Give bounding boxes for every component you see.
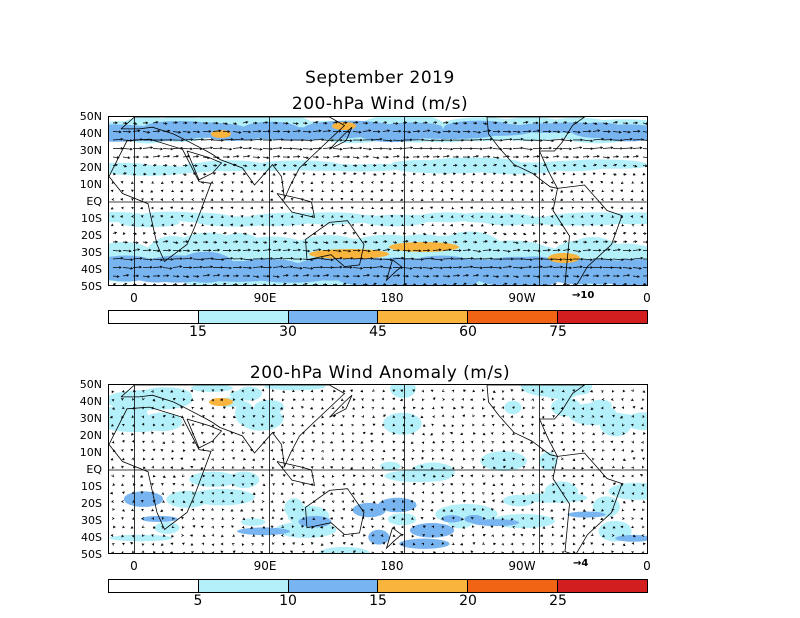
colorbar-swatch bbox=[109, 580, 199, 592]
lat-label: 10N bbox=[79, 178, 102, 191]
lat-label: 10N bbox=[79, 446, 102, 459]
top-ref-value: 10 bbox=[580, 290, 595, 301]
page-title: September 2019 bbox=[305, 68, 455, 88]
lon-label: 0 bbox=[130, 291, 138, 305]
colorbar-label: 15 bbox=[189, 324, 207, 340]
lat-label: 40N bbox=[79, 395, 102, 408]
colorbar-swatch bbox=[558, 311, 647, 323]
colorbar-swatch bbox=[198, 311, 289, 323]
lat-label: 30S bbox=[81, 514, 102, 527]
bottom-shading bbox=[109, 385, 647, 553]
colorbar-swatch bbox=[558, 580, 647, 592]
lat-label: 50N bbox=[79, 110, 102, 123]
lon-label: 180 bbox=[380, 559, 404, 573]
colorbar-label: 15 bbox=[369, 593, 387, 609]
bottom-reference-vector: →4 bbox=[573, 558, 588, 569]
colorbar-swatch bbox=[288, 580, 379, 592]
bottom-map-graphic bbox=[109, 385, 647, 553]
bottom-colorbar bbox=[108, 579, 648, 593]
bottom-ref-arrow-icon: → bbox=[573, 558, 582, 569]
top-ref-arrow-icon: → bbox=[572, 290, 581, 301]
lat-label: 40S bbox=[81, 531, 102, 544]
colorbar-label: 30 bbox=[279, 324, 297, 340]
lat-label: 40N bbox=[79, 127, 102, 140]
colorbar-swatch bbox=[288, 311, 379, 323]
colorbar-swatch bbox=[378, 580, 469, 592]
colorbar-swatch bbox=[109, 311, 199, 323]
lat-label: EQ bbox=[86, 463, 102, 476]
colorbar-label: 5 bbox=[193, 593, 203, 609]
lat-label: 30S bbox=[81, 246, 102, 259]
colorbar-label: 10 bbox=[279, 593, 297, 609]
bottom-wind-vectors bbox=[109, 388, 646, 553]
lat-label: 40S bbox=[81, 263, 102, 276]
lon-label: 90E bbox=[253, 291, 277, 305]
lat-label: 10S bbox=[81, 212, 102, 225]
top-wind-vectors bbox=[110, 120, 647, 285]
lon-label: 90W bbox=[508, 291, 536, 305]
lat-label: 50S bbox=[81, 280, 102, 293]
lat-label: 20S bbox=[81, 229, 102, 242]
lat-label: 30N bbox=[79, 144, 102, 157]
lat-label: 50N bbox=[79, 378, 102, 391]
top-panel-title: 200-hPa Wind (m/s) bbox=[291, 94, 469, 114]
lon-label: 0 bbox=[643, 291, 651, 305]
bottom-ref-value: 4 bbox=[581, 558, 589, 569]
colorbar-label: 20 bbox=[459, 593, 477, 609]
colorbar-swatch bbox=[378, 311, 469, 323]
top-colorbar bbox=[108, 310, 648, 324]
bottom-anomaly-map bbox=[108, 384, 648, 554]
colorbar-swatch bbox=[468, 580, 559, 592]
lon-label: 0 bbox=[643, 559, 651, 573]
lat-label: EQ bbox=[86, 195, 102, 208]
lat-label: 20N bbox=[79, 161, 102, 174]
bottom-gridlines bbox=[109, 385, 647, 553]
lat-label: 10S bbox=[81, 480, 102, 493]
lon-label: 90E bbox=[253, 559, 277, 573]
colorbar-label: 25 bbox=[549, 593, 567, 609]
lon-label: 180 bbox=[380, 291, 404, 305]
colorbar-label: 60 bbox=[459, 324, 477, 340]
lon-label: 0 bbox=[130, 559, 138, 573]
bottom-panel-title: 200-hPa Wind Anomaly (m/s) bbox=[249, 363, 511, 383]
colorbar-label: 45 bbox=[369, 324, 387, 340]
top-reference-vector: →10 bbox=[572, 290, 594, 301]
lat-label: 20S bbox=[81, 497, 102, 510]
colorbar-label: 75 bbox=[549, 324, 567, 340]
colorbar-swatch bbox=[198, 580, 289, 592]
colorbar-swatch bbox=[468, 311, 559, 323]
top-map-graphic bbox=[109, 117, 647, 285]
lon-label: 90W bbox=[508, 559, 536, 573]
lat-label: 30N bbox=[79, 412, 102, 425]
lat-label: 50S bbox=[81, 548, 102, 561]
top-wind-map bbox=[108, 116, 648, 286]
lat-label: 20N bbox=[79, 429, 102, 442]
